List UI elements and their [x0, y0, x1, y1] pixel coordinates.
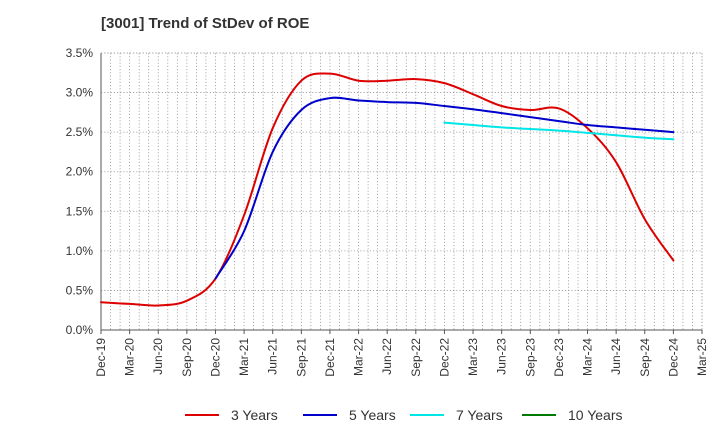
legend-item: 5 Years	[303, 404, 396, 426]
x-tick-label: Sep-24	[638, 338, 652, 377]
y-tick-label: 2.5%	[66, 125, 94, 139]
x-tick-label: Sep-21	[294, 338, 308, 377]
x-tick-label: Mar-25	[695, 338, 709, 376]
x-tick-label: Dec-22	[437, 338, 451, 377]
legend-label: 5 Years	[349, 407, 396, 423]
legend-item: 7 Years	[410, 404, 503, 426]
x-tick-label: Dec-20	[208, 338, 222, 377]
x-tick-label: Sep-20	[180, 338, 194, 377]
y-tick-label: 0.0%	[66, 323, 94, 337]
chart-legend: 3 Years 5 Years 7 Years 10 Years	[0, 404, 720, 426]
y-tick-label: 0.5%	[66, 283, 94, 297]
x-tick-label: Jun-21	[266, 338, 280, 375]
legend-item: 10 Years	[522, 404, 623, 426]
y-tick-label: 2.0%	[66, 165, 94, 179]
x-tick-label: Sep-22	[409, 338, 423, 377]
legend-swatch	[185, 414, 219, 416]
x-tick-label: Dec-21	[323, 338, 337, 377]
x-tick-label: Dec-24	[666, 338, 680, 377]
x-tick-label: Jun-23	[495, 338, 509, 375]
legend-label: 7 Years	[456, 407, 503, 423]
y-tick-label: 1.5%	[66, 204, 94, 218]
x-tick-label: Sep-23	[523, 338, 537, 377]
x-tick-label: Dec-19	[94, 338, 108, 377]
x-tick-label: Jun-20	[151, 338, 165, 375]
x-tick-label: Mar-24	[581, 338, 595, 376]
x-tick-label: Mar-23	[466, 338, 480, 376]
y-tick-label: 3.5%	[66, 46, 94, 60]
x-tick-label: Mar-22	[352, 338, 366, 376]
y-tick-label: 3.0%	[66, 86, 94, 100]
legend-swatch	[303, 414, 337, 416]
x-tick-label: Jun-22	[380, 338, 394, 375]
legend-item: 3 Years	[185, 404, 278, 426]
x-tick-label: Mar-20	[123, 338, 137, 376]
legend-swatch	[522, 414, 556, 416]
legend-label: 10 Years	[568, 407, 623, 423]
series-line-5-years	[214, 96, 675, 280]
chart-title: [3001] Trend of StDev of ROE	[101, 15, 310, 32]
legend-swatch	[410, 414, 444, 416]
y-tick-label: 1.0%	[66, 244, 94, 258]
series-line-7-years	[443, 121, 675, 141]
x-tick-label: Jun-24	[609, 338, 623, 375]
legend-label: 3 Years	[231, 407, 278, 423]
x-tick-label: Mar-21	[237, 338, 251, 376]
series-line-3-years	[100, 72, 675, 307]
x-tick-label: Dec-23	[552, 338, 566, 377]
plot-area	[101, 53, 702, 330]
